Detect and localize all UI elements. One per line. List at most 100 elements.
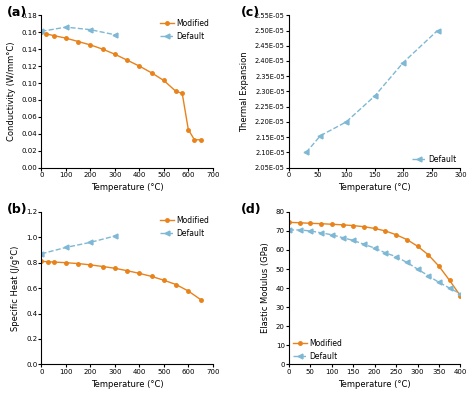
Line: Modified: Modified [40,260,202,301]
Modified [393,232,399,237]
Modified [44,32,49,36]
Line: Modified: Modified [40,30,202,141]
Modified [45,259,50,264]
Default [318,230,324,235]
Line: Default: Default [287,228,463,296]
Default [393,254,399,259]
Modified [38,259,44,264]
Modified [149,70,155,75]
Default [340,235,346,240]
X-axis label: Temperature (°C): Temperature (°C) [91,183,164,192]
Modified [51,33,56,38]
Line: Default: Default [304,28,440,155]
Default [350,238,356,243]
Modified [161,78,167,83]
Modified [149,274,155,279]
Line: Default: Default [39,234,117,256]
Modified [38,30,44,34]
Modified [436,264,442,268]
Modified [318,221,324,226]
Line: Modified: Modified [287,221,462,297]
Text: (b): (b) [7,203,28,216]
Default [343,120,349,124]
Line: Default: Default [39,25,117,37]
Default [361,242,367,247]
Default [329,232,335,237]
Default [436,280,442,285]
Default [63,25,69,29]
Modified [124,58,130,63]
Text: (d): (d) [241,203,262,216]
Default [404,260,410,265]
Modified [308,221,313,226]
Modified [88,42,93,47]
Default [457,291,463,296]
Modified [447,278,453,283]
Legend: Modified, Default: Modified, Default [292,337,343,362]
Modified [297,220,302,225]
Modified [75,261,81,266]
Modified [185,289,191,293]
Modified [124,268,130,273]
Modified [191,137,197,142]
Modified [179,91,185,95]
Modified [173,89,179,94]
Modified [88,263,93,267]
X-axis label: Temperature (°C): Temperature (°C) [91,380,164,389]
Text: (a): (a) [7,6,27,19]
Modified [161,278,167,283]
Legend: Modified, Default: Modified, Default [158,214,210,239]
X-axis label: Temperature (°C): Temperature (°C) [338,380,411,389]
Default [38,29,44,34]
Modified [329,222,335,227]
Modified [75,39,81,44]
X-axis label: Temperature (°C): Temperature (°C) [338,183,411,192]
Default [372,94,377,99]
Modified [198,297,203,302]
Default [425,273,431,278]
Modified [457,293,463,298]
Default [112,32,118,37]
Default [38,251,44,256]
Modified [63,260,69,265]
Modified [185,127,191,132]
Modified [198,137,203,142]
Default [318,133,323,138]
Legend: Modified, Default: Modified, Default [158,17,210,42]
Text: (c): (c) [241,6,260,19]
Default [435,28,440,33]
Modified [350,223,356,228]
Default [88,27,93,32]
Modified [383,228,388,233]
Modified [100,264,106,269]
Y-axis label: Thermal Expansion: Thermal Expansion [240,51,249,132]
Default [415,267,420,271]
Default [88,240,93,245]
Default [372,246,377,250]
Legend: Default: Default [411,153,458,166]
Modified [404,237,410,242]
Modified [112,266,118,270]
Modified [340,223,346,227]
Modified [100,47,106,51]
Default [112,234,118,238]
Y-axis label: Elastic Modulus (GPa): Elastic Modulus (GPa) [261,243,270,333]
Default [401,60,406,65]
Default [297,228,302,232]
Modified [372,226,377,231]
Default [383,250,388,255]
Default [286,228,292,232]
Modified [63,36,69,40]
Modified [286,220,292,225]
Default [63,245,69,250]
Modified [51,260,56,265]
Modified [112,52,118,57]
Modified [137,271,142,276]
Default [303,150,309,155]
Modified [137,64,142,69]
Modified [173,282,179,287]
Default [308,228,313,233]
Modified [425,252,431,257]
Y-axis label: Specific Heat (J/g°C): Specific Heat (J/g°C) [11,246,20,331]
Y-axis label: Conductivity (W/mm°C): Conductivity (W/mm°C) [7,42,16,141]
